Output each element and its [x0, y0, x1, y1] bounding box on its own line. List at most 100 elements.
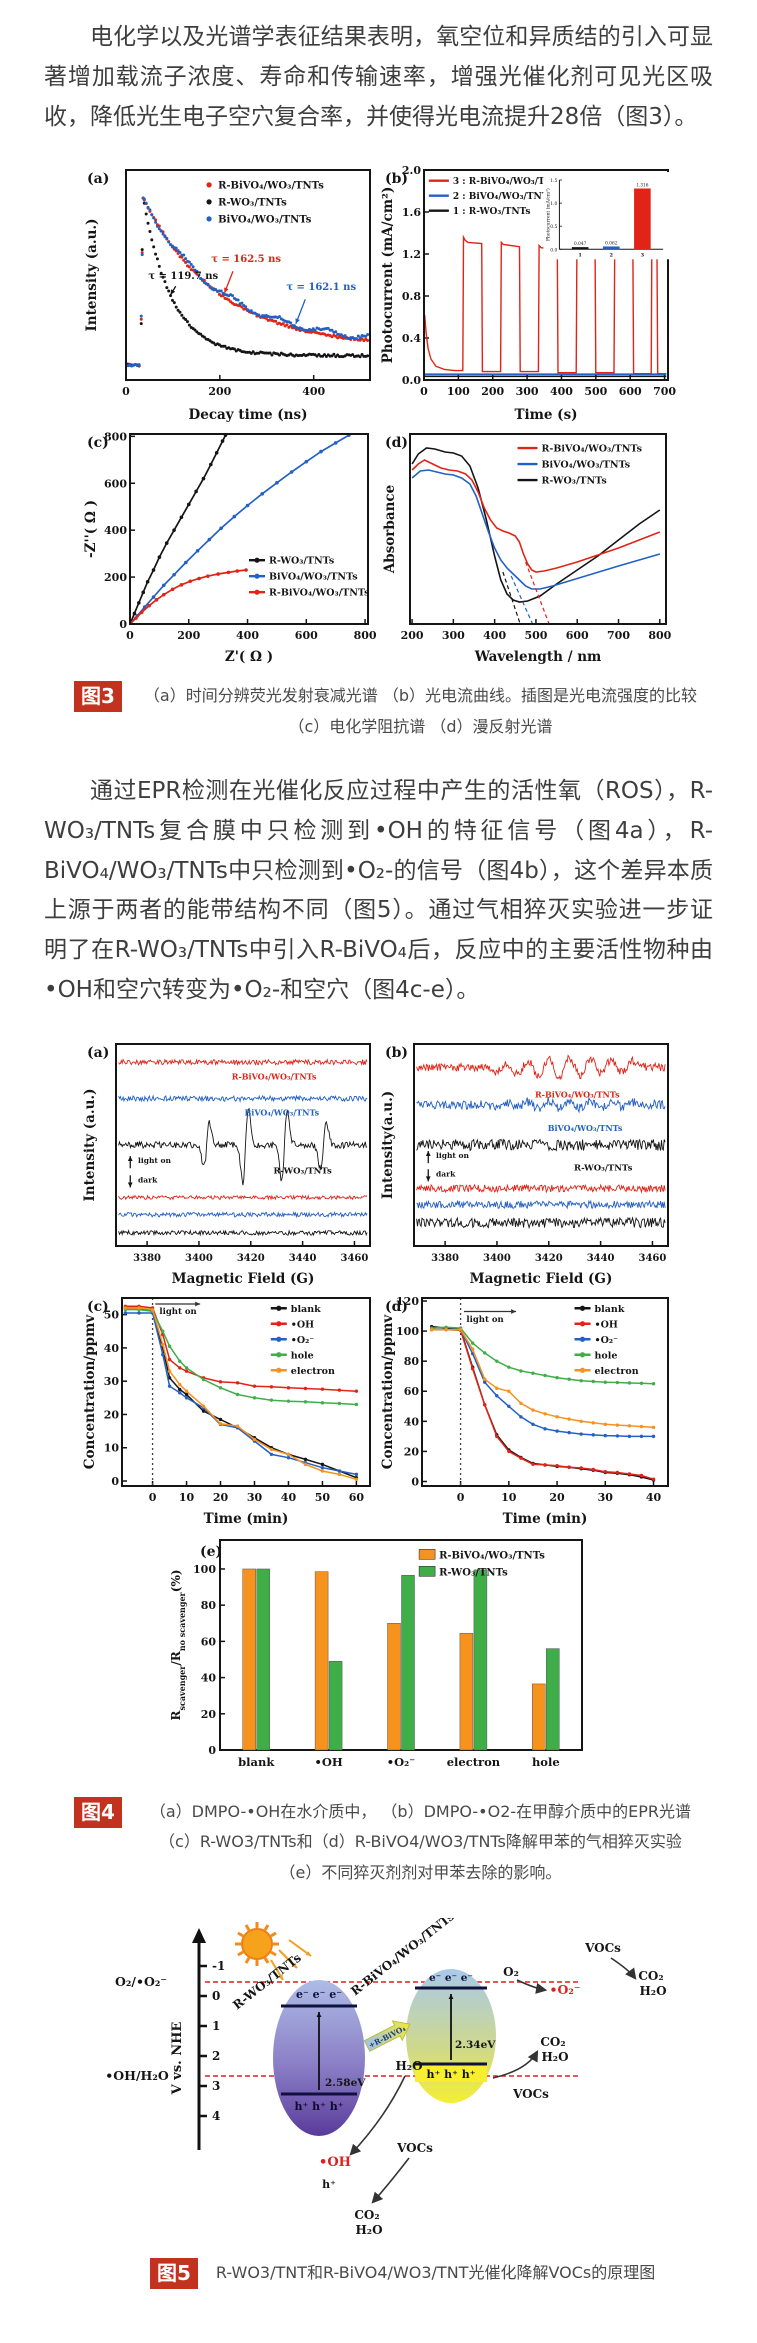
caption-line: （a）DMPO-•OH在水介质中， （b）DMPO-•O2-在甲醇介质中的EPR… — [149, 1801, 692, 1821]
svg-text:2 : BiVO₄/WO₃/TNTs: 2 : BiVO₄/WO₃/TNTs — [452, 193, 552, 203]
svg-text:3380: 3380 — [133, 1253, 161, 1264]
fig3c-impedance-chart: 0 200 400 600 800 0 200 400 600 800 Z'( Ω ) -Z''( Ω… — [81, 426, 378, 667]
svg-text:Intensity(a.u.): Intensity(a.u.) — [380, 1091, 396, 1199]
svg-text:0: 0 — [420, 385, 428, 398]
svg-text:H₂O: H₂O — [639, 1984, 666, 1998]
figure-4-charts: 3380 3400 3420 3440 3460 Magnetic Field (G) In… — [75, 1035, 683, 1529]
svg-text:20: 20 — [103, 1408, 119, 1421]
svg-text:BiVO₄/WO₃/TNTs: BiVO₄/WO₃/TNTs — [541, 460, 630, 471]
svg-text:400: 400 — [104, 525, 127, 538]
svg-text:0: 0 — [411, 1475, 419, 1488]
paragraph-intro: 电化学以及光谱学表征结果表明，氧空位和异质结的引入可显著增加载流子浓度、寿命和传… — [44, 24, 713, 130]
svg-text:100: 100 — [446, 385, 469, 398]
svg-text:100: 100 — [193, 1563, 216, 1576]
svg-text:h⁺: h⁺ — [322, 2178, 336, 2191]
svg-text:0.0: 0.0 — [401, 374, 420, 387]
fig4e-scavenger-bar-chart: 0 20 40 60 80 100 blank •OH •O₂⁻ electron hole Rsca… — [163, 1531, 594, 1782]
svg-text:60: 60 — [200, 1635, 216, 1648]
svg-text:light on: light on — [159, 1307, 196, 1317]
fig5-band-diagram-svg: -1 0 1 2 3 4 V vs. NHE O₂/•O₂⁻ •OH/H₂O e⁻ e⁻ e⁻ h⁺… — [105, 1918, 666, 2237]
svg-text:τ = 119.7 ns: τ = 119.7 ns — [148, 271, 218, 282]
svg-text:•OH: •OH — [319, 2155, 351, 2170]
fig4e-svg: 0 20 40 60 80 100 blank •OH •O₂⁻ electron hole Rsca… — [169, 1538, 583, 1769]
svg-text:40: 40 — [103, 1342, 119, 1355]
svg-text:dark: dark — [436, 1169, 456, 1178]
svg-text:40: 40 — [200, 1671, 216, 1684]
svg-text:1.316: 1.316 — [636, 184, 649, 189]
svg-text:R-WO₃/TNTs: R-WO₃/TNTs — [541, 476, 606, 487]
svg-text:Absorbance: Absorbance — [382, 485, 398, 574]
svg-text:e⁻ e⁻ e⁻: e⁻ e⁻ e⁻ — [295, 1988, 341, 2001]
svg-text:10: 10 — [501, 1491, 517, 1504]
svg-text:20: 20 — [212, 1491, 228, 1504]
svg-text:R-BiVO₄/WO₃/TNTs: R-BiVO₄/WO₃/TNTs — [534, 1089, 619, 1099]
svg-text:20: 20 — [200, 1708, 216, 1721]
svg-text:50: 50 — [103, 1308, 119, 1321]
svg-text:H₂O: H₂O — [395, 2059, 422, 2073]
fig3a-svg: 0 200 400 Decay time (ns) Intensity (a.u.) (a… — [84, 169, 371, 423]
svg-text:O₂/•O₂⁻: O₂/•O₂⁻ — [115, 1974, 167, 1989]
svg-text:3420: 3420 — [236, 1253, 264, 1264]
caption-line: （c）电化学阻抗谱 （d）漫反射光谱 — [288, 716, 553, 736]
svg-text:200: 200 — [177, 629, 200, 642]
figure-5-caption-text: R-WO3/TNT和R-BiVO4/WO3/TNT光催化降解VOCs的原理图 — [215, 2263, 656, 2283]
svg-text:Decay time (ns): Decay time (ns) — [188, 407, 307, 423]
svg-text:electron: electron — [446, 1755, 500, 1769]
svg-text:0: 0 — [212, 1989, 220, 2003]
svg-text:0: 0 — [208, 1744, 216, 1757]
svg-text:hole: hole — [531, 1755, 559, 1769]
svg-text:blank: blank — [238, 1755, 275, 1769]
svg-text:80: 80 — [403, 1355, 419, 1368]
svg-text:VOCs: VOCs — [396, 2141, 433, 2155]
svg-text:120: 120 — [396, 1295, 419, 1308]
svg-text:200: 200 — [104, 571, 127, 584]
svg-text:0: 0 — [111, 1475, 119, 1488]
svg-text:Rscavenger/Rno scavenger(%): Rscavenger/Rno scavenger(%) — [169, 1569, 187, 1720]
fig4a-epr-water-chart: 3380 3400 3420 3440 3460 Magnetic Field (G) In… — [81, 1035, 378, 1288]
svg-text:200: 200 — [400, 629, 423, 642]
fig3d-absorbance-chart: 200 300 400 500 600 700 800 Wavelength / nm Abso… — [379, 426, 676, 667]
svg-text:(e): (e) — [200, 1544, 222, 1560]
svg-text:CO₂: CO₂ — [540, 2035, 565, 2049]
svg-text:•OH/H₂O: •OH/H₂O — [105, 2068, 169, 2083]
svg-text:40: 40 — [403, 1415, 419, 1428]
svg-text:600: 600 — [104, 478, 127, 491]
fig4a-svg: 3380 3400 3420 3440 3460 Magnetic Field (G) In… — [82, 1042, 371, 1287]
fig4c-quench-rwo3-chart: 0 10 20 30 40 50 60 0 10 20 30 40 50 Time (min) Concen… — [81, 1289, 378, 1528]
svg-text:100: 100 — [396, 1325, 419, 1338]
sun-icon — [234, 1921, 279, 1966]
svg-text:•OH: •OH — [290, 1319, 313, 1330]
svg-text:Photocurrent (mA/cm²): Photocurrent (mA/cm²) — [544, 188, 551, 241]
svg-text:VOCs: VOCs — [512, 2087, 549, 2101]
svg-text:80: 80 — [200, 1599, 216, 1612]
svg-text:VOCs: VOCs — [584, 1941, 621, 1955]
svg-text:60: 60 — [403, 1385, 419, 1398]
svg-text:CO₂: CO₂ — [638, 1969, 663, 1983]
svg-text:400: 400 — [549, 385, 572, 398]
svg-text:3: 3 — [640, 253, 644, 259]
svg-text:0: 0 — [148, 1491, 156, 1504]
fig4d-svg: 0 10 20 30 40 0 20 40 60 80 100 120 Time (min) Concen… — [380, 1295, 669, 1527]
svg-text:3: 3 — [212, 2079, 220, 2093]
figure-3-caption-text: （a）时间分辨荧光发射衰减光谱 （b）光电流曲线。插图是光电流强度的比较 （c）… — [140, 681, 701, 742]
svg-text:R-WO₃/TNTs: R-WO₃/TNTs — [574, 1163, 633, 1173]
svg-text:R-WO₃/TNTs: R-WO₃/TNTs — [439, 1567, 508, 1578]
fig4d-quench-rbivo4-chart: 0 10 20 30 40 0 20 40 60 80 100 120 Time (min) Concen… — [379, 1289, 676, 1528]
svg-text:1.6: 1.6 — [401, 206, 420, 219]
svg-text:1: 1 — [578, 253, 581, 259]
svg-text:Time (s): Time (s) — [514, 407, 577, 423]
svg-text:10: 10 — [103, 1442, 119, 1455]
svg-text:3 : R-BiVO₄/WO₃/TNTs: 3 : R-BiVO₄/WO₃/TNTs — [452, 178, 563, 188]
svg-text:20: 20 — [403, 1445, 419, 1458]
svg-text:V vs. NHE: V vs. NHE — [170, 2022, 185, 2096]
fig4c-svg: 0 10 20 30 40 50 60 0 10 20 30 40 50 Time (min) Concen… — [82, 1296, 371, 1527]
svg-text:200: 200 — [481, 385, 504, 398]
svg-text:3440: 3440 — [586, 1253, 614, 1264]
svg-text:(b): (b) — [385, 171, 408, 187]
svg-text:600: 600 — [294, 629, 317, 642]
svg-text:Concentration/ppmv: Concentration/ppmv — [82, 1313, 98, 1469]
svg-text:BiVO₄/WO₃/TNTs: BiVO₄/WO₃/TNTs — [547, 1123, 622, 1133]
svg-text:Magnetic Field (G): Magnetic Field (G) — [171, 1271, 314, 1287]
svg-text:0.4: 0.4 — [401, 332, 420, 345]
